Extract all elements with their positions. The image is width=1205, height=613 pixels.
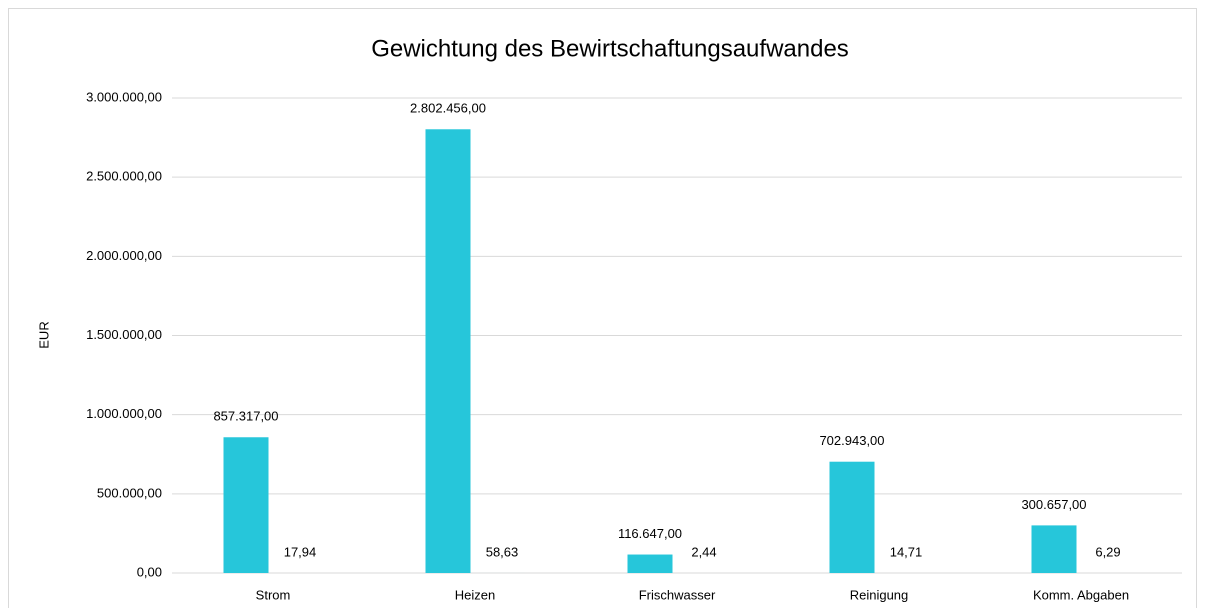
x-tick-label: Komm. Abgaben [1033,587,1129,602]
x-tick-label: Frischwasser [639,587,716,602]
bar [830,462,875,573]
value-label: 116.647,00 [618,526,682,541]
bar [426,129,471,573]
value-label: 702.943,00 [819,433,884,448]
y-tick-label: 3.000.000,00 [86,89,162,104]
value-label: 2,44 [691,544,716,559]
bar [628,555,673,573]
value-label: 58,63 [486,544,519,559]
value-label: 857.317,00 [213,409,278,424]
x-tick-label: Reinigung [850,587,909,602]
value-label: 17,94 [284,544,317,559]
x-tick-label: Strom [256,587,291,602]
y-tick-label: 500.000,00 [97,485,162,500]
value-label: 14,71 [890,544,923,559]
y-tick-label: 0,00 [137,564,162,579]
bar [1032,525,1077,573]
chart-title: Gewichtung des Bewirtschaftungsaufwandes [371,35,849,62]
value-label: 6,29 [1095,544,1120,559]
bar [224,437,269,573]
y-tick-label: 2.500.000,00 [86,169,162,184]
value-label: 2.802.456,00 [410,101,486,116]
y-tick-label: 1.500.000,00 [86,327,162,342]
x-tick-label: Heizen [455,587,495,602]
value-label: 300.657,00 [1021,497,1086,512]
y-axis-label: EUR [36,321,51,348]
y-tick-label: 2.000.000,00 [86,248,162,263]
y-tick-label: 1.000.000,00 [86,406,162,421]
